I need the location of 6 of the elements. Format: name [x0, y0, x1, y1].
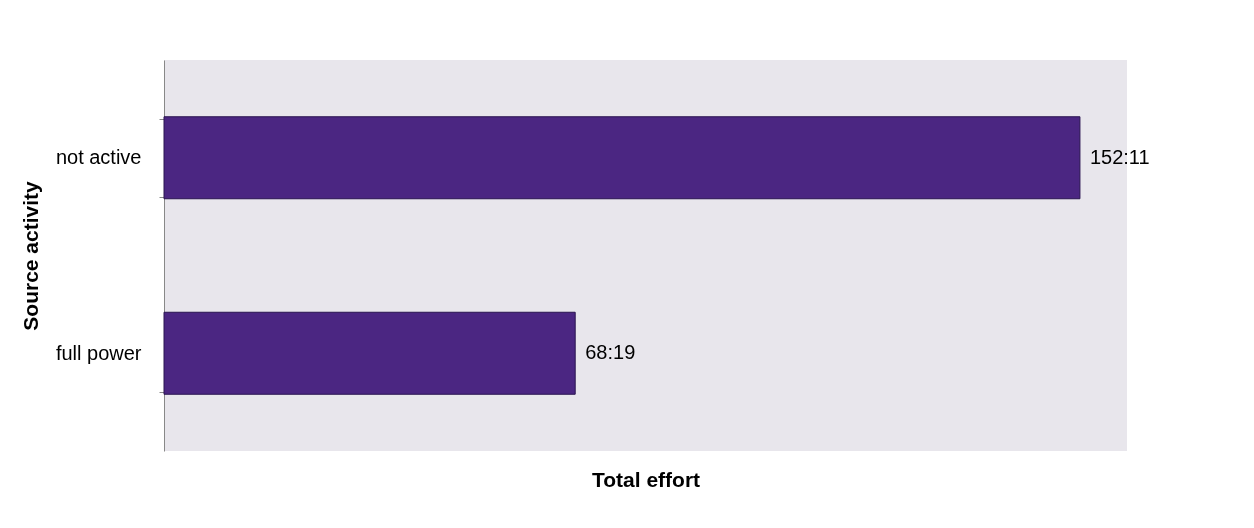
- y-tick-label: not active: [55, 146, 142, 169]
- y-axis-title: Source activity: [18, 180, 42, 331]
- x-axis-title: Total effort: [591, 467, 701, 491]
- data-label: 152:11: [1089, 145, 1150, 168]
- y-tick-label: full power: [55, 341, 142, 364]
- data-label: 68:19: [585, 341, 636, 364]
